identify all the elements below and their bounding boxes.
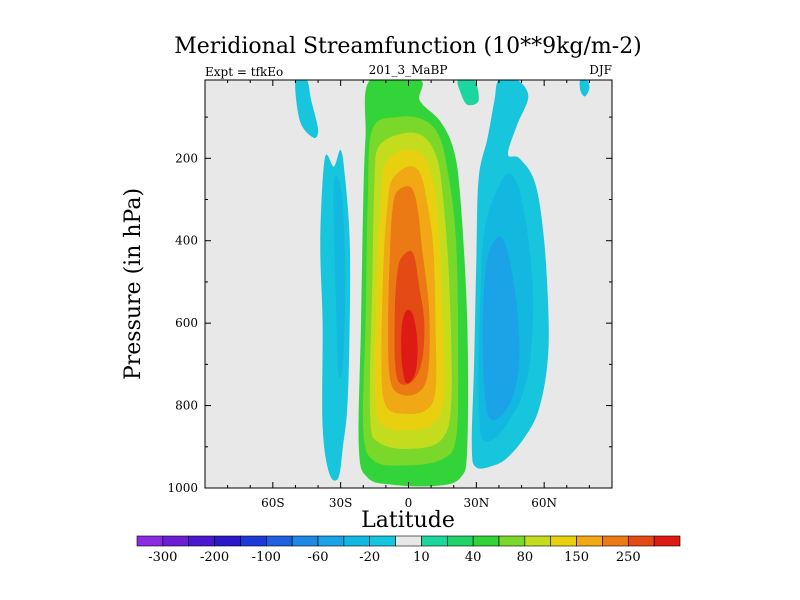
colorbar-label: -100: [252, 550, 281, 565]
colorbar-swatch: [214, 535, 241, 547]
colorbar-swatch: [446, 535, 474, 547]
y-axis: 200 400 600 800 1000: [167, 116, 612, 495]
misc-features-level-1: [333, 434, 339, 451]
colorbar-swatch: [395, 535, 422, 547]
colorbar-label: 40: [465, 550, 482, 565]
colorbar-swatch: [136, 535, 164, 547]
colorbar-swatch: [240, 535, 267, 547]
plot-area: 60S 30S 0 30N 60N 200 400 600 800 1000: [167, 79, 613, 510]
colorbar-label: -60: [308, 550, 329, 565]
colorbar: -300 -200 -100 -60 -20 10 40 80 150 250: [136, 535, 681, 565]
sh-negative-cell-level-1: [333, 175, 346, 379]
colorbar-swatch: [188, 535, 215, 547]
colorbar-swatch: [627, 535, 655, 547]
misc-features-level-0: [295, 80, 319, 138]
colorbar-swatch: [524, 535, 552, 547]
experiment-period-label: 201_3_MaBP: [369, 63, 448, 77]
colorbar-swatch: [343, 535, 371, 547]
colorbar-swatch: [265, 535, 293, 547]
x-tick-label: 60N: [531, 496, 557, 510]
y-tick-label: 600: [175, 316, 198, 330]
colorbar-swatch: [576, 535, 603, 547]
y-tick-label: 400: [175, 234, 198, 248]
colorbar-swatch: [653, 535, 681, 547]
colorbar-label: -20: [359, 550, 380, 565]
colorbar-swatch: [498, 535, 526, 547]
season-label: DJF: [589, 63, 612, 77]
colorbar-swatch: [472, 535, 500, 547]
colorbar-swatch: [421, 535, 448, 547]
x-tick-label: 0: [405, 496, 413, 510]
nh-negative-cell-level-2: [482, 236, 520, 421]
chart-title: Meridional Streamfunction (10**9kg/m-2): [174, 34, 642, 59]
x-tick-label: 30S: [329, 496, 353, 510]
colorbar-swatch: [291, 535, 319, 547]
colorbar-label: -300: [148, 550, 177, 565]
colorbar-label: 10: [413, 550, 430, 565]
colorbar-label: -200: [200, 550, 229, 565]
x-tick-label: 30N: [463, 496, 489, 510]
colorbar-swatch: [317, 535, 345, 547]
colorbar-swatch: [602, 535, 629, 547]
colorbar-label: 150: [564, 550, 589, 565]
y-tick-label: 200: [175, 151, 198, 165]
colorbar-swatch: [369, 535, 396, 547]
misc-features-level-3: [579, 80, 590, 97]
y-tick-label: 1000: [167, 481, 198, 495]
y-tick-label: 800: [175, 399, 198, 413]
colorbar-swatch: [162, 535, 190, 547]
contour-fills: [295, 80, 590, 487]
x-axis-label: Latitude: [361, 508, 455, 533]
positive-cell-level-7: [401, 309, 418, 384]
colorbar-swatch: [550, 535, 577, 547]
misc-features-level-2: [457, 80, 479, 106]
y-axis-label: Pressure (in hPa): [121, 188, 146, 380]
x-axis: 60S 30S 0 30N 60N: [227, 80, 590, 510]
x-tick-label: 60S: [261, 496, 285, 510]
experiment-label: Expt = tfkEo: [205, 65, 283, 79]
colorbar-label: 80: [517, 550, 534, 565]
colorbar-label: 250: [616, 550, 641, 565]
